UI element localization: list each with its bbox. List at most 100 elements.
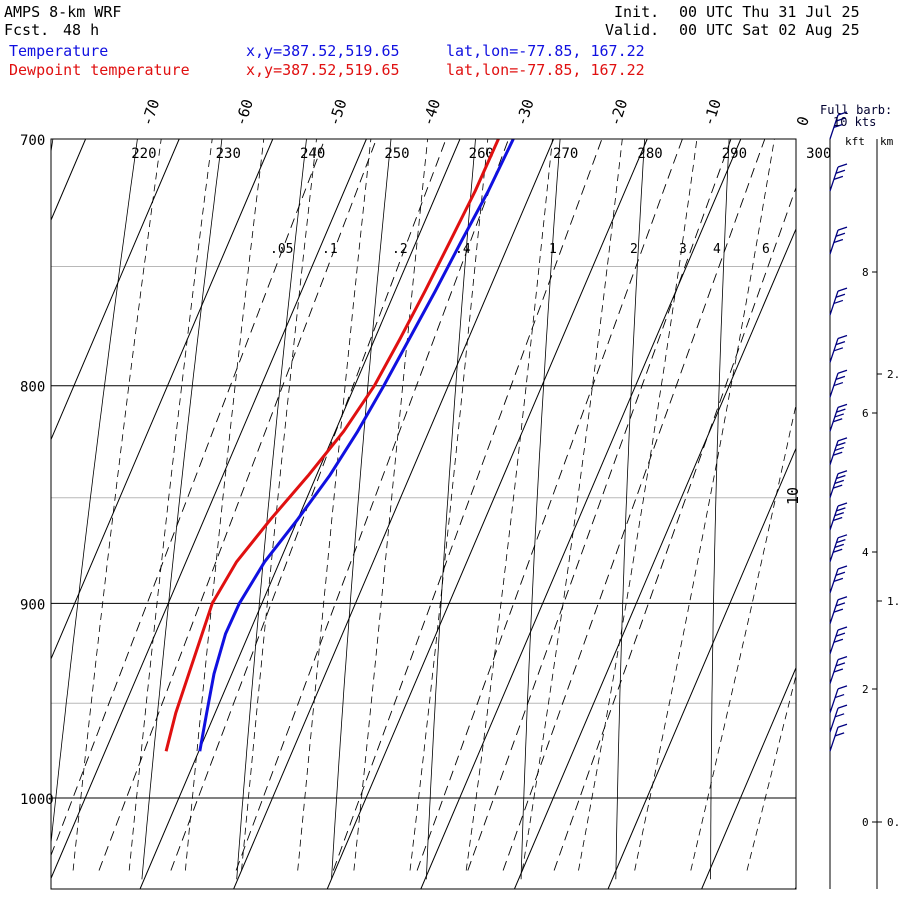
wind-barb-flag [835,169,846,174]
wind-barb [829,470,848,498]
km-tick-label: 2. [887,368,900,381]
dry-adiabat-label: 270 [553,146,578,162]
legend-temperature-label: Temperature [9,42,109,60]
wind-barb-flag [837,723,848,728]
isotherm-line [701,666,796,889]
mixing-ratio-label: 6 [762,242,770,257]
wind-barb-flag [835,632,846,637]
legend-dewpoint-xy: x,y=387.52,519.65 [246,61,400,79]
wind-barb-flag [837,534,848,539]
dry-adiabat-label: 250 [384,146,409,162]
moist-adiabat-line [634,139,775,871]
wind-barb-flag [835,602,846,607]
dry-adiabat-line [51,139,138,847]
wind-barb-flag [832,451,843,456]
wind-barb-staff [829,440,839,466]
dry-adiabat-line [710,139,730,880]
temperature-tick-label: -70 [138,97,163,128]
mixing-ratio-line [553,186,796,871]
wind-barb-staff [829,707,839,733]
wind-barb-flag [837,163,848,168]
dry-adiabat-line [895,112,900,879]
dry-adiabat-line [425,139,476,880]
moist-adiabat-line [465,139,553,871]
wind-barb-flag [833,347,844,352]
wind-barb-flag [837,565,848,570]
wind-barb-flag [834,512,845,517]
isotherm-line [889,139,900,889]
wind-barb-flag [837,596,848,601]
wind-barb-flag [833,175,844,181]
wind-barb-staff [829,537,839,563]
km-tick-label: 0. [887,816,900,829]
wind-barb-flag [834,543,845,549]
dry-adiabat-label: 220 [131,146,156,162]
wind-barb-flag [833,299,844,305]
dry-adiabat-line [615,139,646,880]
init-value: 00 UTC Thu 31 Jul 25 [679,3,860,21]
wind-barb [829,534,848,563]
wind-barb-flag [834,413,845,418]
wind-barb-flag [837,470,848,475]
wind-barb-column: 8 6 4 2 0 2. 1. 0. [829,111,900,889]
profile-lines [164,139,515,752]
temperature-tick-label: -10 [699,97,724,128]
wind-barb-flag [834,446,845,452]
dry-adiabat-label: 300 [806,146,831,162]
mixing-ratio-label: 3 [679,242,687,257]
wind-barb-staff [829,473,839,498]
wind-barb [829,403,848,432]
isotherm-line [607,447,796,889]
wind-barb-flag [834,693,845,699]
mixing-ratio-label: 1 [549,242,557,257]
moist-adiabat-label: 10 [784,487,802,505]
dry-adiabat-label: 230 [216,146,241,162]
isotherm-line [51,139,367,880]
temperature-tick-label: -20 [606,97,631,128]
temperature-tick-label: -30 [512,97,537,128]
mixing-ratio-label: 2 [630,242,638,257]
kft-tick-label: 8 [862,266,869,279]
wind-barb-flag [834,479,845,484]
dry-adiabat-label: 240 [300,146,325,162]
wind-barb-staff [829,727,839,752]
wind-barb-flag [835,293,846,298]
wind-barb-flag [837,502,848,507]
kft-tick-label: 6 [862,407,869,420]
dry-adiabat-line [51,139,54,155]
mixing-ratio-line [416,139,683,871]
dewpoint-profile-line [164,139,500,752]
mixing-ratio-line [502,139,766,871]
wind-barb-flag [835,341,846,346]
wind-barb-flag [835,232,846,237]
wind-barb-flag [833,638,844,643]
wind-barb-flag [835,662,846,667]
wind-barb [829,596,848,624]
mixing-ratio-line [235,139,510,871]
pressure-tick-label: 1000 [20,792,54,808]
temperature-tick-label: 0 [793,114,813,128]
wind-barb-flag [837,334,848,340]
wind-barb [829,437,848,466]
model-title: AMPS 8-km WRF [4,3,122,21]
wind-barb-flag [833,123,844,128]
wind-barb-flag [832,418,843,423]
km-axis-label: km [880,135,894,148]
wind-barb-flag [834,732,845,737]
moist-adiabat-line [690,402,796,871]
wind-barb-flag [833,577,844,583]
mixing-ratio-label: 4 [713,242,721,257]
moist-adiabat-line [353,139,429,871]
wind-barb-flag [836,507,846,512]
wind-barb-flag [834,713,845,718]
km-tick-label: 1. [887,595,900,608]
barb-legend-line2: 10 kts [833,115,876,129]
temperature-tick-label: -40 [419,97,444,128]
isotherm-line [420,139,742,889]
moist-adiabat-line [521,139,623,871]
isotherm-line [513,227,796,889]
mixing-ratio-label: .2 [392,242,408,257]
wind-barb-flag [837,437,848,442]
legend-dewpoint-label: Dewpoint temperature [9,61,190,79]
